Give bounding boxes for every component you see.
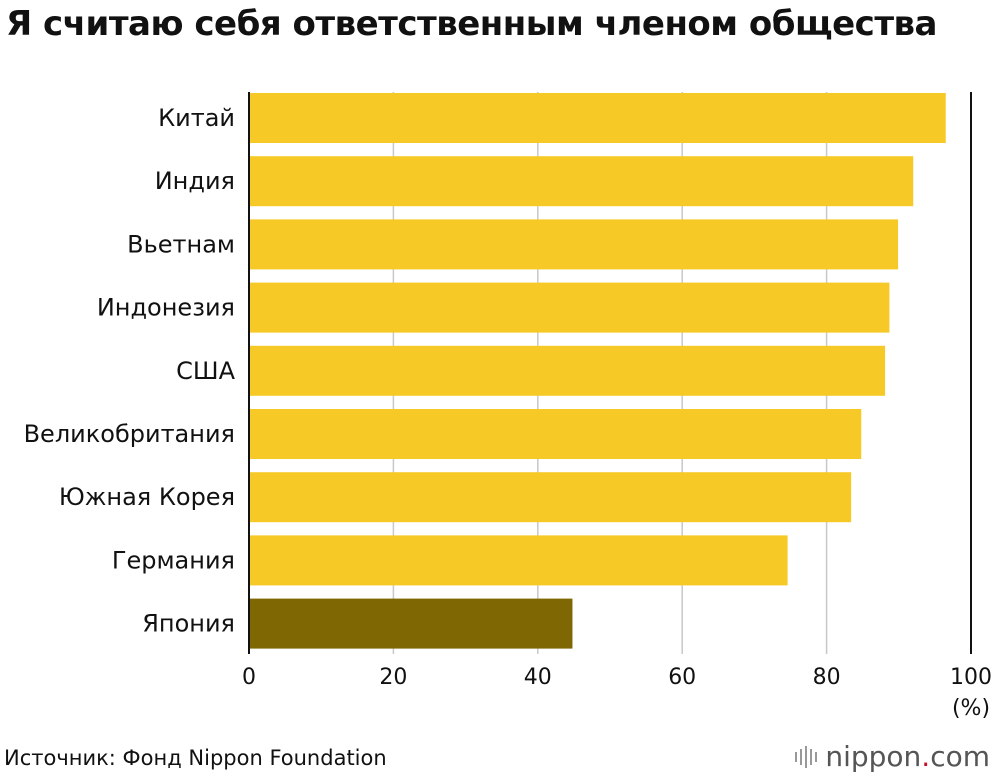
bar-1	[249, 93, 946, 143]
x-tick-label-40: 40	[524, 665, 552, 690]
bar-5	[249, 345, 886, 396]
x-unit-label: (%)	[952, 696, 990, 721]
category-label-1: Китай	[158, 104, 235, 132]
category-label-7: Южная Корея	[59, 483, 235, 511]
x-tick-label-60: 60	[668, 665, 696, 690]
chart-title: Я считаю себя ответственным членом общес…	[6, 4, 937, 44]
bar-7	[249, 472, 852, 523]
logo-bars-icon	[795, 745, 818, 768]
logo-dot: .	[921, 740, 931, 773]
x-tick-label-0: 0	[242, 665, 256, 690]
x-tick-label-100: 100	[950, 665, 992, 690]
category-labels: Китай Индия Вьетнам Индонезия США Великобрита…	[24, 104, 236, 638]
category-label-4: Индонезия	[97, 294, 235, 322]
x-tick-label-80: 80	[813, 665, 841, 690]
bar-4	[249, 282, 890, 333]
bar-8	[249, 535, 788, 586]
bar-9	[249, 598, 573, 649]
x-tick-labels: 0 20 40 60 80 100	[242, 665, 992, 690]
bars	[249, 93, 946, 649]
bar-3	[249, 219, 899, 270]
nippon-logo: nippon. com	[795, 740, 990, 773]
category-label-8: Германия	[112, 546, 235, 574]
source-note: Источник: Фонд Nippon Foundation	[4, 746, 387, 770]
logo-name: nippon	[825, 740, 922, 773]
category-label-3: Вьетнам	[127, 230, 235, 258]
bar-6	[249, 409, 862, 459]
category-label-2: Индия	[155, 167, 235, 195]
category-label-9: Япония	[142, 610, 235, 638]
category-label-6: Великобритания	[24, 420, 235, 448]
logo-tld: com	[930, 740, 990, 773]
category-label-5: США	[176, 357, 235, 385]
x-tick-label-20: 20	[379, 665, 407, 690]
bar-2	[249, 156, 914, 207]
